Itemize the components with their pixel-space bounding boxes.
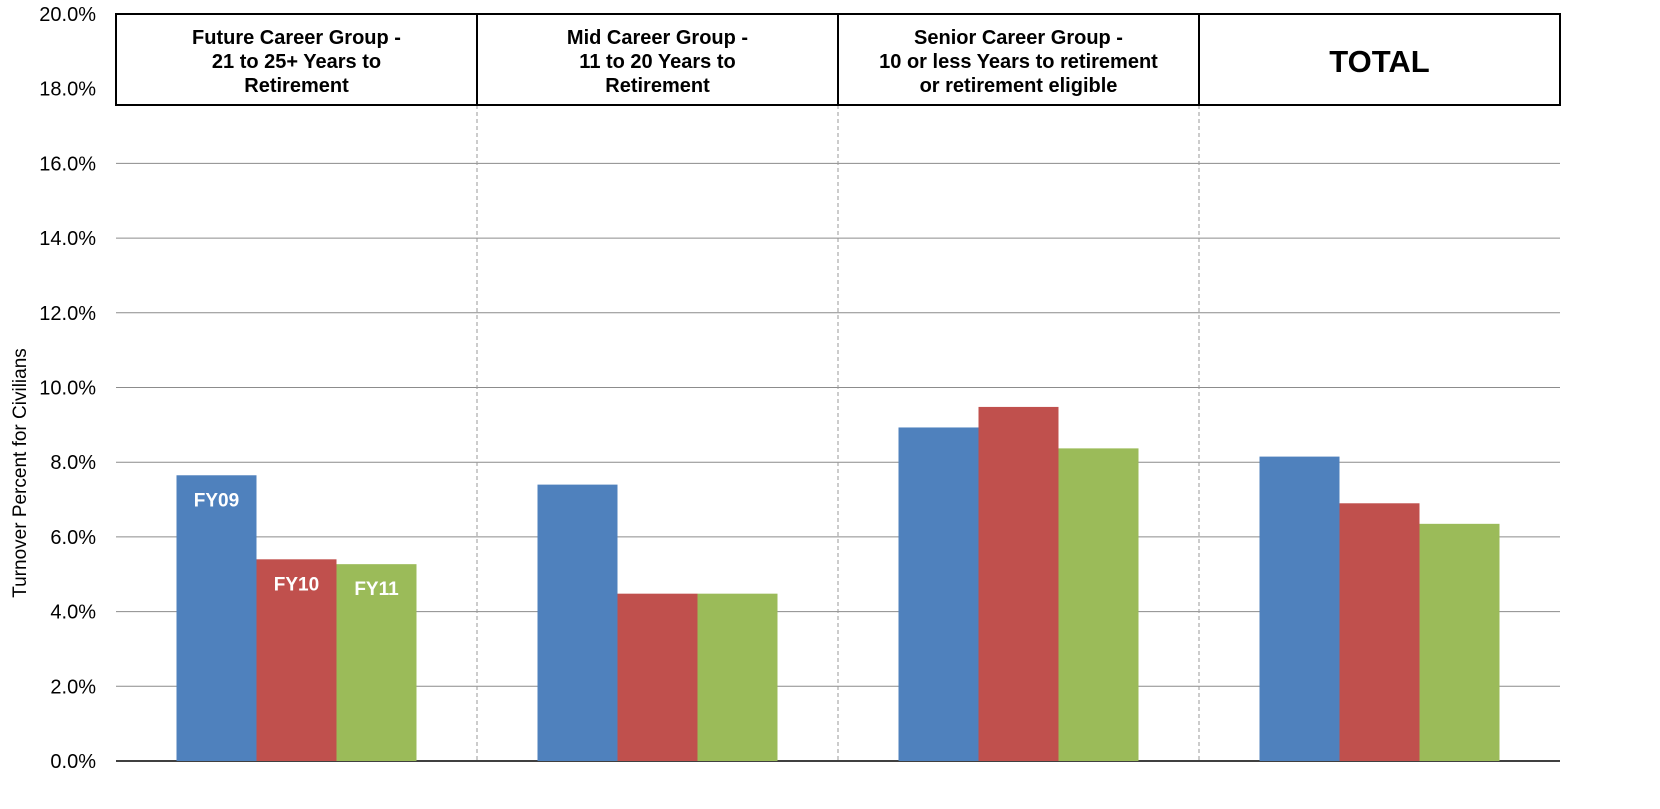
category-headers: Future Career Group -21 to 25+ Years toR… [115, 13, 1561, 106]
y-tick-labels: 0.0% 2.0% 4.0% 6.0% 8.0% 10.0% 12.0% 14.0% 16.0%… [39, 4, 96, 773]
y-tick-label: 18.0% [39, 79, 96, 101]
category-header-box [1198, 13, 1561, 106]
y-tick-label: 4.0% [50, 602, 96, 624]
y-tick-label: 8.0% [50, 452, 96, 474]
category-header-label: 11 to 20 Years to [579, 51, 735, 73]
bar-series-label: FY10 [274, 574, 319, 595]
category-header-box [476, 13, 839, 106]
category-header-label: Retirement [605, 75, 710, 97]
bar-fy09-3 [1259, 456, 1340, 761]
bar-series-label: FY09 [194, 490, 239, 511]
y-tick-label: 10.0% [39, 378, 96, 400]
bar-fy09-2 [898, 427, 979, 761]
y-tick-label: 16.0% [39, 153, 96, 175]
category-header-box [115, 13, 478, 106]
bar-fy09-0 [176, 475, 257, 761]
bar-fy11-3 [1419, 523, 1500, 761]
category-header-label: or retirement eligible [920, 75, 1118, 97]
y-tick-label: 6.0% [50, 527, 96, 549]
category-header-label: Senior Career Group - [914, 27, 1123, 49]
y-tick-label: 14.0% [39, 228, 96, 250]
category-header-label: TOTAL [1329, 44, 1429, 79]
bar-fy10-2 [978, 406, 1059, 761]
category-header-label: 10 or less Years to retirement [879, 51, 1158, 73]
y-tick-label: 20.0% [39, 4, 96, 26]
bar-fy10-3 [1339, 503, 1420, 761]
category-header-box [837, 13, 1200, 106]
bar-fy10-1 [617, 593, 698, 761]
category-header-label: Retirement [244, 75, 349, 97]
bar-fy11-1 [697, 593, 778, 761]
bar-fy10-0 [256, 559, 337, 761]
bar-fy11-0 [336, 564, 417, 761]
category-header-label: Future Career Group - [192, 27, 401, 49]
bar-fy11-2 [1058, 448, 1139, 761]
y-axis-label: Turnover Percent for Civilians [10, 348, 31, 598]
bar-fy09-1 [537, 484, 618, 761]
y-tick-label: 2.0% [50, 676, 96, 698]
bar-series-label: FY11 [354, 579, 399, 600]
category-header-label: Mid Career Group - [567, 27, 748, 49]
category-header-label: 21 to 25+ Years to [212, 51, 381, 73]
y-tick-label: 12.0% [39, 303, 96, 325]
bars: FY09 FY10 FY11 [176, 406, 1500, 761]
y-tick-label: 0.0% [50, 751, 96, 773]
